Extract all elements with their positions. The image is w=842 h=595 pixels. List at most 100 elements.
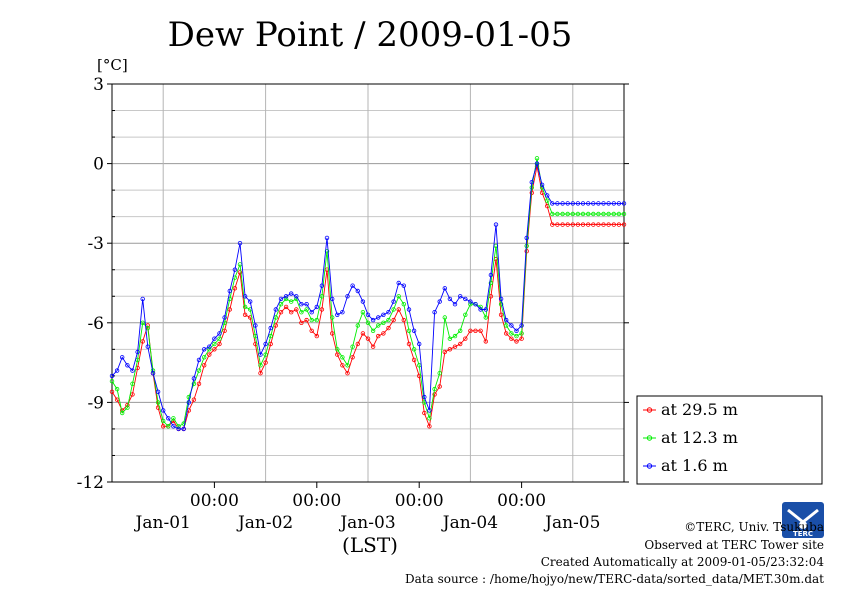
- data-point: [621, 211, 627, 217]
- data-point: [386, 325, 391, 331]
- data-point: [519, 331, 524, 336]
- data-point: [478, 328, 483, 333]
- data-point: [212, 341, 217, 347]
- data-point: [463, 336, 468, 341]
- data-point: [514, 328, 519, 333]
- data-point: [386, 317, 391, 323]
- data-point: [570, 211, 575, 217]
- data-point: [411, 347, 417, 352]
- data-point: [145, 323, 150, 328]
- data-point: [268, 333, 273, 339]
- data-point: [109, 379, 115, 384]
- data-point: [596, 211, 601, 217]
- data-point: [335, 352, 340, 357]
- data-point: [340, 363, 345, 368]
- data-point: [606, 211, 611, 217]
- data-point: [447, 296, 453, 302]
- terc-logo: TERC: [782, 502, 824, 538]
- data-point: [191, 397, 197, 402]
- data-point: [283, 294, 289, 299]
- data-point: [601, 222, 606, 227]
- data-point: [222, 328, 227, 333]
- data-point: [309, 328, 314, 333]
- data-point: [406, 341, 412, 347]
- data-point: [529, 179, 534, 185]
- data-point: [370, 317, 376, 323]
- data-point: [114, 397, 120, 402]
- data-point: [278, 302, 284, 307]
- data-point: [268, 325, 273, 331]
- data-point: [478, 307, 483, 312]
- plot-frame: [111, 83, 625, 483]
- legend: at 29.5 m at 12.3 m at 1.6 m: [636, 395, 823, 485]
- data-point: [355, 288, 360, 294]
- data-point: [345, 294, 350, 299]
- data-point: [565, 201, 570, 206]
- data-point: [330, 296, 335, 302]
- data-point: [186, 400, 191, 405]
- data-point: [130, 392, 135, 397]
- data-point: [442, 349, 447, 355]
- data-point: [283, 304, 289, 310]
- data-point: [534, 156, 540, 161]
- data-point: [498, 302, 504, 307]
- data-point: [345, 371, 350, 376]
- data-point: [601, 201, 606, 206]
- data-point: [601, 211, 606, 217]
- data-point: [283, 296, 289, 302]
- data-point: [304, 302, 309, 307]
- series-layer: [109, 156, 627, 432]
- data-point: [155, 389, 161, 394]
- data-point: [514, 333, 519, 339]
- data-point: [616, 201, 622, 206]
- data-point: [171, 424, 176, 429]
- data-point: [125, 405, 130, 410]
- data-point: [411, 357, 417, 363]
- data-point: [227, 307, 232, 312]
- data-point: [591, 222, 596, 227]
- data-point: [560, 222, 565, 227]
- data-point: [606, 222, 611, 227]
- y-axis: 3 0 -3 -6 -9 -12: [77, 75, 629, 493]
- data-point: [309, 310, 314, 315]
- data-point: [196, 357, 202, 363]
- data-point: [201, 347, 207, 352]
- data-point: [294, 307, 299, 312]
- legend-label: at 1.6 m: [661, 456, 728, 475]
- data-point: [401, 302, 406, 307]
- data-point: [314, 333, 319, 339]
- data-point: [580, 222, 586, 227]
- data-point: [319, 307, 325, 312]
- data-point: [560, 211, 565, 217]
- x-date-label: Jan-04: [441, 513, 498, 533]
- data-point: [586, 211, 591, 217]
- data-point: [473, 302, 478, 307]
- data-point: [545, 193, 550, 198]
- x-axis-label: (LST): [342, 533, 398, 557]
- data-point: [468, 328, 473, 333]
- data-point: [160, 418, 166, 424]
- data-point: [401, 317, 406, 323]
- data-point: [181, 421, 186, 426]
- y-tick-label: 0: [93, 155, 104, 175]
- data-point: [242, 304, 248, 310]
- data-point: [473, 328, 478, 333]
- data-point: [294, 294, 299, 299]
- data-point: [406, 328, 412, 333]
- data-point: [109, 373, 115, 379]
- data-point: [237, 270, 243, 275]
- data-point: [514, 339, 519, 344]
- data-point: [458, 294, 463, 299]
- data-point: [299, 310, 304, 315]
- data-point: [350, 283, 355, 288]
- data-point: [596, 222, 601, 227]
- data-point: [207, 344, 212, 349]
- data-point: [319, 294, 325, 299]
- data-point: [201, 355, 207, 360]
- data-point: [452, 344, 458, 349]
- data-point: [242, 294, 248, 299]
- data-point: [365, 312, 371, 317]
- data-point: [570, 222, 575, 227]
- data-point: [437, 371, 442, 376]
